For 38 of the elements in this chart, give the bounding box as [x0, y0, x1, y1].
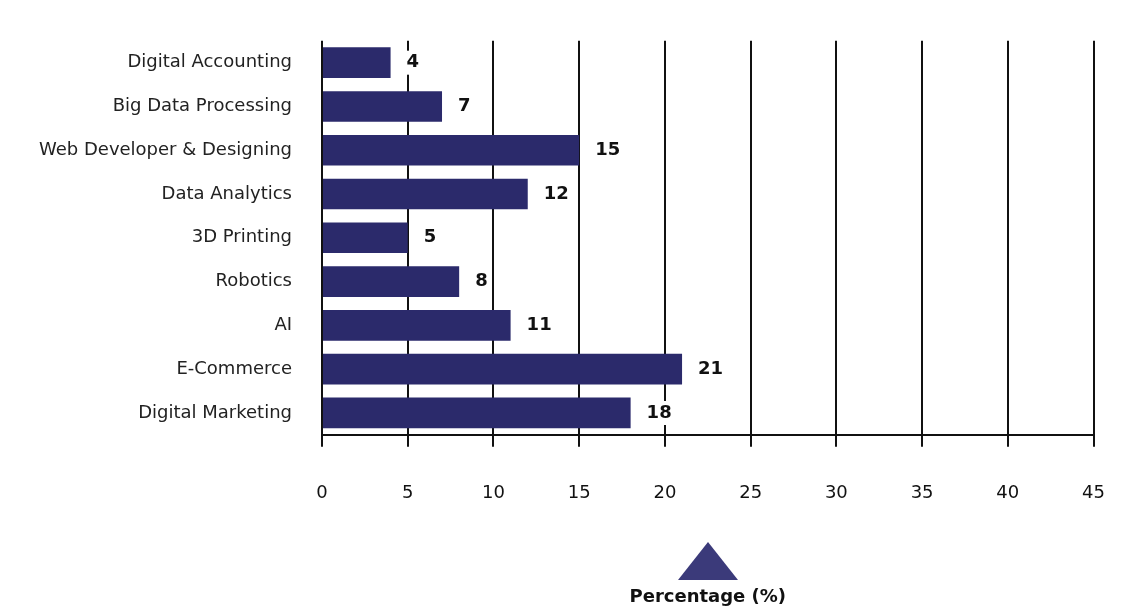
bar	[323, 222, 408, 254]
data-label: 5	[423, 225, 437, 247]
y-tick-label: Web Developer & Designing	[38, 137, 292, 159]
x-tick-label: 25	[739, 481, 763, 503]
x-axis-title: Percentage (%)	[629, 584, 787, 606]
bar	[323, 47, 391, 79]
data-label: 8	[475, 269, 488, 291]
y-tick-label: Data Analytics	[161, 181, 292, 203]
y-tick-label: 3D Printing	[191, 225, 292, 247]
x-tick-label: 30	[824, 481, 848, 503]
x-tick-label: 0	[316, 481, 328, 503]
data-label: 21	[698, 356, 724, 378]
bar	[323, 91, 443, 122]
bar	[323, 310, 511, 341]
data-label: 18	[646, 400, 672, 422]
bar	[323, 353, 683, 385]
data-label: 4	[406, 50, 420, 72]
x-tick-label: 40	[996, 481, 1020, 503]
y-tick-label: E-Commerce	[176, 356, 292, 378]
y-tick-label: Digital Marketing	[138, 400, 292, 422]
bar	[323, 266, 460, 297]
bar	[323, 178, 528, 210]
y-tick-label: Robotics	[215, 269, 292, 291]
data-label: 12	[543, 181, 569, 203]
x-tick-label: 35	[910, 481, 934, 503]
data-label: 7	[458, 94, 471, 116]
x-tick-label: 5	[402, 481, 414, 503]
data-label: 15	[595, 137, 621, 159]
x-tick-label: 10	[482, 481, 505, 503]
bar	[323, 397, 631, 429]
data-label: 11	[526, 313, 552, 335]
bar	[323, 134, 580, 166]
y-tick-label: AI	[274, 313, 292, 335]
x-tick-label: 20	[653, 481, 677, 503]
y-tick-label: Digital Accounting	[127, 50, 292, 72]
x-tick-label: 15	[567, 481, 591, 503]
y-tick-label: Big Data Processing	[112, 94, 292, 116]
x-tick-label: 45	[1082, 481, 1105, 503]
